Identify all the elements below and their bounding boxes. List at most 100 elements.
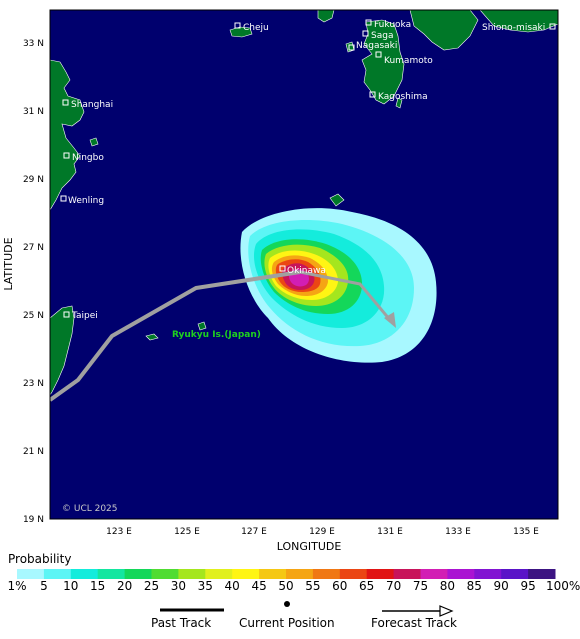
marker-saga — [362, 30, 369, 37]
forecast-track-arrow-symbol — [439, 605, 454, 617]
legend-swatch — [474, 569, 502, 579]
marker-okinawa — [279, 265, 286, 272]
tanegashima-island — [395, 97, 403, 109]
legend-swatch — [205, 569, 233, 579]
lat-tick-21: 21 N — [23, 447, 44, 457]
legend-label: 80 — [439, 579, 456, 593]
legend-swatch — [393, 569, 421, 579]
china-coast — [50, 59, 85, 211]
legend-label: 70 — [385, 579, 402, 593]
lat-tick-29: 29 N — [23, 175, 44, 185]
legend-label: 25 — [143, 579, 160, 593]
legend-swatch — [501, 569, 529, 579]
legend-label: 65 — [359, 579, 375, 593]
lat-tick-19: 19 N — [23, 515, 44, 525]
marker-cheju — [234, 22, 241, 29]
place-label-taipei: Taipei — [71, 311, 98, 321]
past-track-label: Past Track — [151, 616, 212, 630]
legend-label: 1% — [7, 579, 27, 593]
lat-tick-33: 33 N — [23, 39, 44, 49]
copyright-text: © UCL 2025 — [62, 504, 118, 514]
korea-coast — [317, 10, 335, 23]
place-label-saga: Saga — [371, 31, 393, 41]
legend-label: 15 — [90, 579, 106, 593]
kyushu-island — [361, 19, 405, 105]
place-label-ningbo: Ningbo — [72, 153, 104, 163]
marker-nagasaki — [348, 44, 355, 51]
legend-swatch — [366, 569, 395, 579]
legend-label: 90 — [493, 579, 509, 593]
yaeyama-island — [145, 333, 159, 341]
legend-swatch — [286, 569, 314, 579]
map-frame — [49, 9, 559, 520]
legend-label: 35 — [197, 579, 213, 593]
legend-title: Probability — [8, 552, 72, 566]
forecast-track-label: Forecast Track — [371, 616, 457, 630]
lon-tick-123: 123 E — [106, 527, 132, 537]
legend-swatch — [528, 569, 556, 579]
legend-label: 100% — [546, 579, 580, 593]
legend-swatch — [232, 569, 260, 579]
marker-wenling — [60, 195, 67, 202]
miyako-island — [197, 321, 207, 331]
amami-island — [329, 193, 345, 207]
legend-swatch — [70, 569, 99, 579]
lat-tick-25: 25 N — [23, 311, 44, 321]
place-label-nagasaki: Nagasaki — [356, 41, 397, 51]
current-position-label: Current Position — [239, 616, 335, 630]
map-content — [50, 10, 558, 402]
legend-swatch — [447, 569, 475, 579]
place-markers — [60, 19, 556, 318]
probability-field — [240, 208, 437, 363]
place-label-okinawa: Okinawa — [287, 266, 326, 276]
legend-swatch — [312, 569, 341, 579]
region-label: Ryukyu Is.(Japan) — [172, 330, 261, 340]
zhoushan-islands — [89, 137, 99, 147]
lon-tick-133: 133 E — [445, 527, 471, 537]
place-label-wenling: Wenling — [68, 196, 104, 206]
y-axis-label: LATITUDE — [2, 237, 15, 290]
legend-label: 30 — [170, 579, 187, 593]
taiwan-island — [50, 305, 75, 396]
legend-swatch — [259, 569, 287, 579]
legend-label: 5 — [40, 579, 48, 593]
legend-label: 85 — [466, 579, 482, 593]
x-axis-label: LONGITUDE — [277, 540, 342, 553]
longitude-ticks: 123 E 125 E 127 E 129 E 131 E 133 E 135 … — [106, 527, 539, 537]
legend-swatch — [151, 569, 179, 579]
land-masses — [50, 10, 558, 396]
legend-label: 75 — [412, 579, 429, 593]
honshu-coast — [479, 10, 558, 33]
past-track-line — [50, 270, 301, 402]
lat-tick-27: 27 N — [23, 243, 44, 253]
lon-tick-125: 125 E — [174, 527, 200, 537]
forecast-track-arrowhead — [384, 312, 396, 328]
place-label-kagoshima: Kagoshima — [378, 92, 428, 102]
lon-tick-135: 135 E — [513, 527, 539, 537]
legend-swatch — [339, 569, 368, 579]
place-labels: Cheju Fukuoka Saga Nagasaki Kumamoto Shi… — [68, 20, 545, 321]
place-label-fukuoka: Fukuoka — [374, 20, 411, 30]
place-label-shiono-misaki: Shiono-misaki — [482, 23, 545, 33]
legend-swatch — [124, 569, 152, 579]
legend-swatch — [178, 569, 206, 579]
marker-taipei — [63, 311, 70, 318]
marker-kagoshima — [369, 91, 376, 98]
legend-label: 55 — [305, 579, 321, 593]
probability-legend-bar — [17, 569, 556, 579]
lat-tick-23: 23 N — [23, 379, 44, 389]
legend-label: 60 — [332, 579, 348, 593]
marker-kumamoto — [375, 51, 382, 58]
place-label-shanghai: Shanghai — [71, 100, 113, 110]
marker-ningbo — [63, 152, 70, 159]
current-position-symbol — [284, 601, 290, 607]
place-label-cheju: Cheju — [243, 23, 269, 33]
forecast-track-line — [299, 270, 392, 321]
shikoku-island — [409, 10, 479, 51]
place-label-kumamoto: Kumamoto — [384, 56, 433, 66]
legend-swatch — [420, 569, 448, 579]
legend-label: 40 — [224, 579, 240, 593]
legend-label: 10 — [63, 579, 79, 593]
legend-label: 45 — [251, 579, 267, 593]
